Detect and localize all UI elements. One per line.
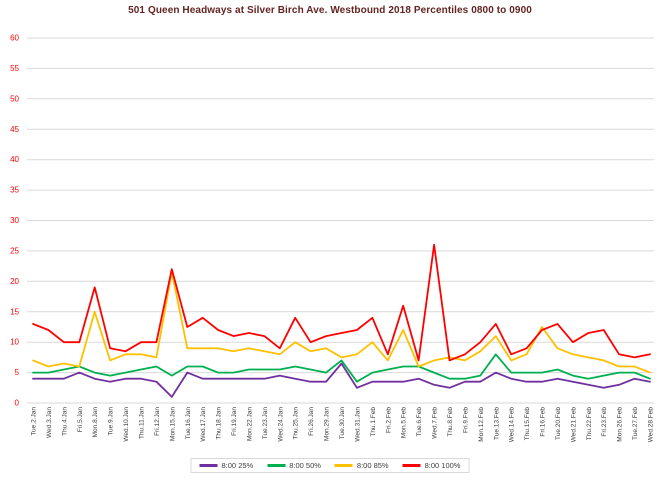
x-axis-tick-label: Wed.28.Feb [648, 407, 655, 443]
x-axis-tick-label: Tue.16.Jan [185, 407, 192, 440]
x-axis-tick-label: Mon.12.Feb [478, 407, 485, 442]
x-axis-tick-label: Wed.21.Feb [570, 407, 577, 443]
x-axis-tick-label: Fri.16.Feb [540, 407, 547, 437]
x-axis-tick-label: Thu.18.Jan [216, 407, 223, 440]
series-line-8-00-100- [32, 243, 651, 362]
y-axis-tick-label: 30 [10, 216, 19, 225]
x-axis-tick-label: Thu.4.Jan [61, 407, 68, 436]
series-line-8-00-25- [32, 362, 651, 398]
legend-item: 8:00 85% [334, 461, 389, 470]
x-axis-tick-label: Wed.31.Jan [354, 407, 361, 442]
x-axis-tick-label: Mon.22.Jan [246, 407, 253, 441]
x-axis-tick-label: Fri.26.Jan [308, 407, 315, 436]
y-axis-tick-label: 5 [15, 368, 20, 377]
y-axis-tick-label: 0 [15, 399, 20, 408]
x-axis-tick-label: Fri.2.Feb [385, 407, 392, 433]
x-axis-tick-label: Tue.20.Feb [555, 407, 562, 440]
x-axis-tick-label: Tue.9.Jan [108, 407, 115, 436]
x-axis-tick-label: Wed.7.Feb [432, 407, 439, 439]
y-axis-tick-label: 45 [10, 125, 19, 134]
x-axis-tick-label: Fri.23.Feb [601, 407, 608, 437]
x-axis-tick-label: Thu.15.Feb [524, 407, 531, 441]
x-axis-tick-label: Thu.1.Feb [370, 407, 377, 437]
legend-label: 8:00 85% [356, 461, 389, 470]
chart-title: 501 Queen Headways at Silver Birch Ave. … [128, 5, 532, 16]
x-axis-tick-label: Wed.10.Jan [123, 407, 130, 442]
x-axis-tick-label: Wed.24.Jan [277, 407, 284, 442]
legend-label: 8:00 50% [289, 461, 321, 470]
x-axis-tick-label: Fri.19.Jan [231, 407, 238, 436]
legend-swatch [267, 464, 286, 467]
series-line-8-00-85- [32, 271, 651, 374]
x-axis-tick-label: Tue.13.Feb [493, 407, 500, 440]
legend-item: 8:00 25% [199, 461, 254, 470]
x-axis-tick-label: Mon.26.Feb [617, 407, 624, 442]
y-axis-tick-label: 25 [10, 246, 19, 255]
x-axis-tick-label: Fri.5.Jan [77, 407, 84, 433]
x-axis-tick-label: Wed.3.Jan [46, 407, 53, 438]
legend-item: 8:00 50% [267, 461, 321, 470]
x-axis-tick-label: Fri.12.Jan [154, 407, 161, 436]
y-axis-tick-label: 40 [10, 155, 19, 164]
x-axis-tick-label: Mon.29.Jan [324, 407, 331, 441]
y-axis-tick-label: 50 [10, 94, 19, 103]
legend-label: 8:00 100% [424, 461, 461, 470]
x-axis-tick-label: Fri.9.Feb [462, 407, 469, 433]
x-axis-tick-label: Tue.2.Jan [31, 407, 38, 436]
x-axis-tick-label: Thu.25.Jan [293, 407, 300, 440]
y-axis-tick-label: 35 [10, 186, 19, 195]
x-axis-tick-label: Mon.8.Jan [92, 407, 99, 438]
series-line-8-00-50- [32, 353, 651, 383]
legend-swatch [402, 464, 421, 467]
legend-item: 8:00 100% [402, 461, 461, 470]
y-axis-tick-label: 10 [10, 338, 19, 347]
chart-plot-area: 0 5 10 15 20 25 30 35 40 45 50 55 60 Tue.2.Jan Wed.3.J… [10, 34, 655, 443]
y-axis-tick-label: 55 [10, 64, 19, 73]
legend-swatch [334, 464, 353, 467]
x-axis-tick-label: Thu.8.Feb [447, 407, 454, 437]
chart-legend: 8:00 25% 8:00 50% 8:00 85% 8:00 100% [190, 458, 470, 473]
y-axis-tick-label: 20 [10, 277, 19, 286]
x-axis-tick-label: Tue.27.Feb [632, 407, 639, 440]
x-axis-tick-label: Wed.17.Jan [200, 407, 207, 442]
x-axis-tick-label: Tue.6.Feb [416, 407, 423, 437]
y-axis-tick-label: 60 [10, 34, 19, 43]
x-axis-tick-label: Wed.14.Feb [509, 407, 516, 443]
x-axis-tick-label: Mon.5.Feb [401, 407, 408, 438]
x-axis-tick-label: Mon.15.Jan [169, 407, 176, 441]
legend-label: 8:00 25% [221, 461, 254, 470]
y-axis-tick-label: 15 [10, 307, 19, 316]
legend-swatch [199, 464, 218, 467]
x-axis-tick-label: Thu.22.Feb [586, 407, 593, 441]
x-axis-tick-label: Tue.23.Jan [262, 407, 269, 440]
x-axis-tick-label: Tue.30.Jan [339, 407, 346, 440]
x-axis-tick-label: Thu.11.Jan [139, 407, 146, 439]
